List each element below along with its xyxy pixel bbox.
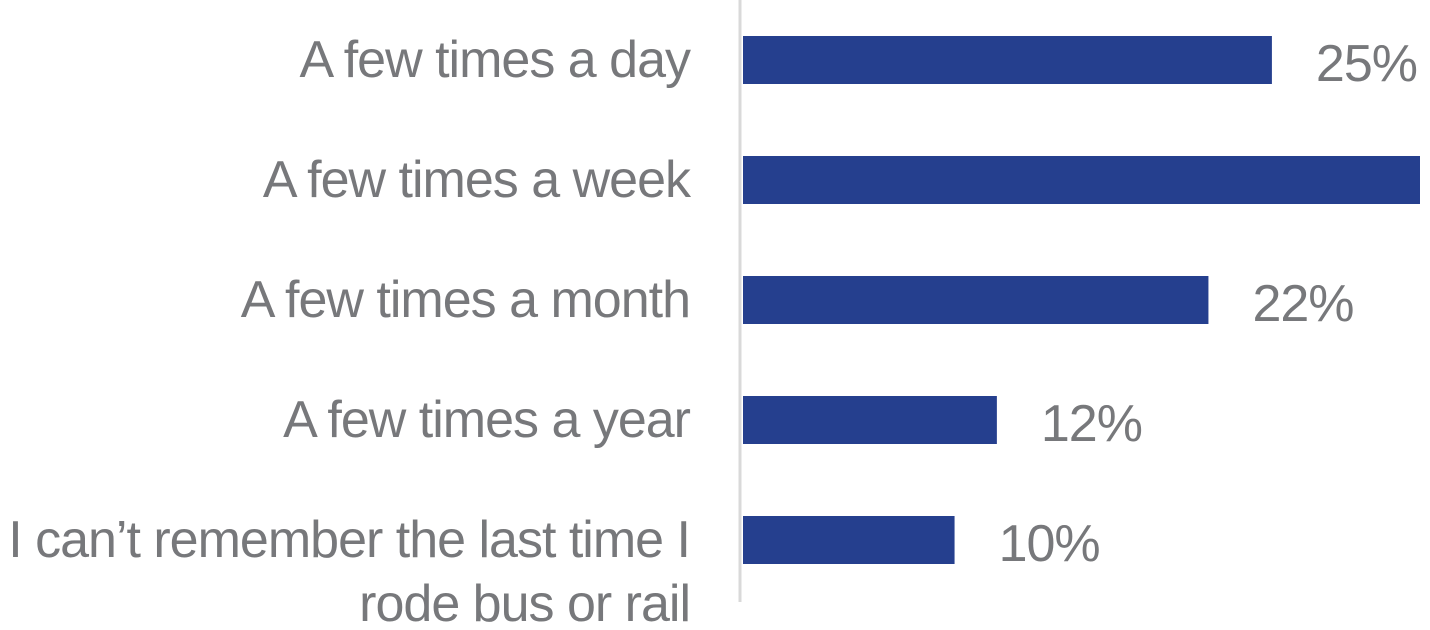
value-label: 22%	[1252, 275, 1354, 333]
value-label: 25%	[1315, 35, 1418, 93]
bar	[743, 156, 1420, 204]
category-label: I can’t remember the last time I rode bu…	[8, 511, 691, 630]
category-label: A few times a week	[262, 151, 691, 209]
bar	[743, 36, 1272, 84]
bar	[743, 516, 955, 564]
category-label: A few times a day	[299, 31, 691, 89]
value-label: 10%	[998, 515, 1101, 573]
category-label: A few times a month	[240, 271, 691, 329]
value-label: 12%	[1040, 395, 1143, 453]
bar	[743, 396, 997, 444]
bar	[743, 276, 1209, 324]
category-label: A few times a year	[283, 391, 691, 449]
